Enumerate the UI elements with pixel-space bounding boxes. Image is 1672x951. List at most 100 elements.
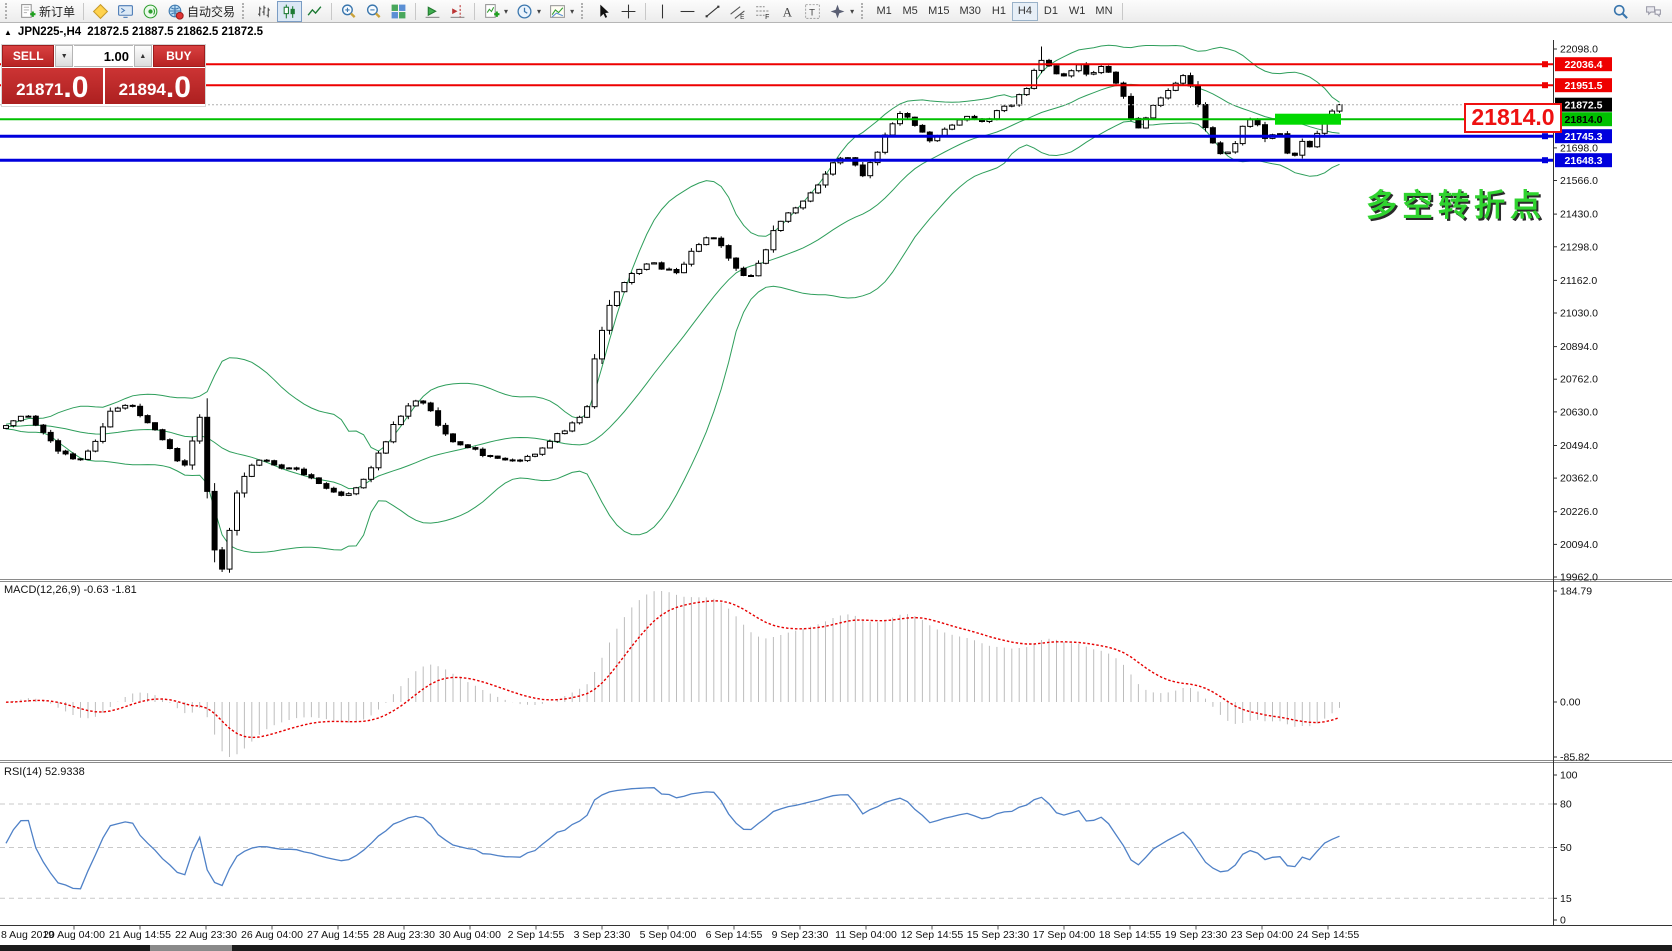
- toolbar-grip: [581, 3, 588, 19]
- level-highlight-bar: [1275, 113, 1341, 125]
- svg-text:80: 80: [1560, 799, 1572, 811]
- svg-text:20 Aug 04:00: 20 Aug 04:00: [43, 929, 105, 941]
- buy-price-main: 21894: [118, 80, 166, 99]
- svg-text:21 Aug 14:55: 21 Aug 14:55: [109, 929, 171, 941]
- new-order-icon: [21, 3, 36, 18]
- charts-profile-button[interactable]: [88, 1, 113, 22]
- sell-price[interactable]: 21871.0: [2, 68, 103, 104]
- chat-icon: [1646, 5, 1661, 17]
- periods-button[interactable]: ▾: [512, 1, 545, 22]
- vertical-line-icon: [662, 4, 664, 18]
- buy-price[interactable]: 21894.0: [104, 68, 205, 104]
- auto-scroll-icon: [425, 5, 440, 18]
- zoom-out-icon: [366, 3, 381, 18]
- svg-text:-85.82: -85.82: [1560, 752, 1590, 764]
- svg-text:28 Aug 23:30: 28 Aug 23:30: [373, 929, 435, 941]
- crosshair-button[interactable]: [616, 1, 641, 22]
- macd-histogram: [5, 591, 1340, 757]
- chart-annotation[interactable]: 多空转折点: [1366, 188, 1546, 223]
- signals-button[interactable]: [138, 1, 163, 22]
- templates-button[interactable]: ▾: [545, 1, 578, 22]
- toolbar-grip: [861, 3, 868, 19]
- sell-button[interactable]: SELL: [2, 45, 55, 67]
- svg-text:E: E: [740, 13, 744, 19]
- pane-separator[interactable]: [0, 579, 1672, 763]
- price-level-badge: 21951.5: [1555, 78, 1612, 93]
- horizontal-line-button[interactable]: [675, 1, 700, 22]
- buy-button[interactable]: BUY: [152, 45, 205, 67]
- rsi-label: RSI(14) 52.9338: [4, 766, 85, 778]
- rsi-axis-ticks: 100 80 50 15 0: [1553, 770, 1578, 927]
- collapse-icon[interactable]: ▲: [4, 27, 12, 37]
- chart-surface[interactable]: 22098.0 21698.0 21566.0 21430.0 21298.0 21162…: [0, 40, 1672, 951]
- svg-text:22098.0: 22098.0: [1560, 44, 1598, 56]
- search-icon: [1613, 4, 1628, 19]
- candlestick-icon: [283, 4, 295, 18]
- svg-text:11 Sep 04:00: 11 Sep 04:00: [835, 929, 897, 941]
- equidistant-channel-button[interactable]: E: [725, 1, 750, 22]
- tile-windows-button[interactable]: [386, 1, 411, 22]
- svg-text:27 Aug 14:55: 27 Aug 14:55: [307, 929, 369, 941]
- svg-text:3 Sep 23:30: 3 Sep 23:30: [574, 929, 631, 941]
- svg-text:21162.0: 21162.0: [1560, 275, 1597, 287]
- timeframe-M1-button[interactable]: M1: [871, 2, 897, 21]
- vertical-line-button[interactable]: [650, 1, 675, 22]
- trendline-button[interactable]: [700, 1, 725, 22]
- volume-input[interactable]: [74, 45, 133, 67]
- terminal-icon: [118, 4, 133, 18]
- text-label-icon: T: [805, 3, 821, 19]
- svg-text:24 Sep 14:55: 24 Sep 14:55: [1297, 929, 1360, 941]
- svg-text:21814.0: 21814.0: [1565, 114, 1603, 126]
- price-callout[interactable]: 21814.0: [1464, 103, 1562, 133]
- zoom-out-button[interactable]: [361, 1, 386, 22]
- toolbar-separator: [331, 2, 333, 20]
- volume-down-button[interactable]: ▼: [55, 45, 73, 67]
- rsi-line: [5, 787, 1340, 890]
- new-order-button[interactable]: 新订单: [15, 1, 79, 22]
- svg-text:21698.0: 21698.0: [1560, 142, 1598, 154]
- svg-text:18 Sep 14:55: 18 Sep 14:55: [1099, 929, 1162, 941]
- macd-label: MACD(12,26,9) -0.63 -1.81: [4, 584, 137, 596]
- text-button[interactable]: A: [775, 1, 800, 22]
- one-click-trade-panel: SELL ▼ ▲ BUY 21871.0 21894.0: [2, 45, 205, 106]
- svg-text:12 Sep 14:55: 12 Sep 14:55: [901, 929, 964, 941]
- fibonacci-button[interactable]: F: [750, 1, 775, 22]
- chart-shift-button[interactable]: [445, 1, 470, 22]
- bar-chart-button[interactable]: [252, 1, 277, 22]
- search-button[interactable]: [1608, 1, 1633, 22]
- timeframe-H4-button[interactable]: H4: [1011, 1, 1038, 21]
- autotrading-icon: [168, 4, 184, 20]
- svg-text:21872.5: 21872.5: [1565, 100, 1603, 112]
- text-label-button[interactable]: T: [800, 1, 825, 22]
- terminal-button[interactable]: [113, 1, 138, 22]
- timeframe-W1-button[interactable]: W1: [1064, 2, 1091, 21]
- toolbar-separator: [83, 2, 85, 20]
- volume-up-button[interactable]: ▲: [134, 45, 152, 67]
- timeframe-M15-button[interactable]: M15: [923, 2, 954, 21]
- main-toolbar: 新订单 自动交易 ▾ ▾ ▾ E F A T ▾ M1 M5 M15 M30 H1 H4 D1 W1 MN: [0, 0, 1672, 23]
- line-chart-button[interactable]: [302, 1, 327, 22]
- macd-axis-ticks: 184.79 0.00 -85.82: [1553, 586, 1592, 764]
- auto-scroll-button[interactable]: [420, 1, 445, 22]
- macd-values: -0.63 -1.81: [83, 584, 137, 596]
- text-icon: A: [783, 5, 793, 19]
- shapes-button[interactable]: ▾: [825, 1, 858, 22]
- chat-button[interactable]: [1641, 1, 1666, 22]
- svg-text:0: 0: [1560, 915, 1566, 927]
- candlestick-button[interactable]: [277, 0, 303, 22]
- svg-text:19 Sep 23:30: 19 Sep 23:30: [1165, 929, 1228, 941]
- autotrading-button[interactable]: 自动交易: [163, 1, 239, 22]
- timeframe-H1-button[interactable]: H1: [986, 2, 1012, 21]
- timeframe-M5-button[interactable]: M5: [897, 2, 923, 21]
- timeframe-MN-button[interactable]: MN: [1090, 2, 1117, 21]
- timeframe-D1-button[interactable]: D1: [1038, 2, 1064, 21]
- svg-text:20362.0: 20362.0: [1560, 473, 1598, 485]
- price-level-badge: 21872.5: [1555, 97, 1612, 112]
- level-handle: [1542, 82, 1548, 89]
- charts-profile-icon: [92, 3, 109, 19]
- zoom-in-button[interactable]: [336, 1, 361, 22]
- indicators-icon: [485, 3, 500, 18]
- cursor-button[interactable]: [591, 1, 616, 22]
- timeframe-M30-button[interactable]: M30: [955, 2, 986, 21]
- indicators-button[interactable]: ▾: [479, 1, 512, 22]
